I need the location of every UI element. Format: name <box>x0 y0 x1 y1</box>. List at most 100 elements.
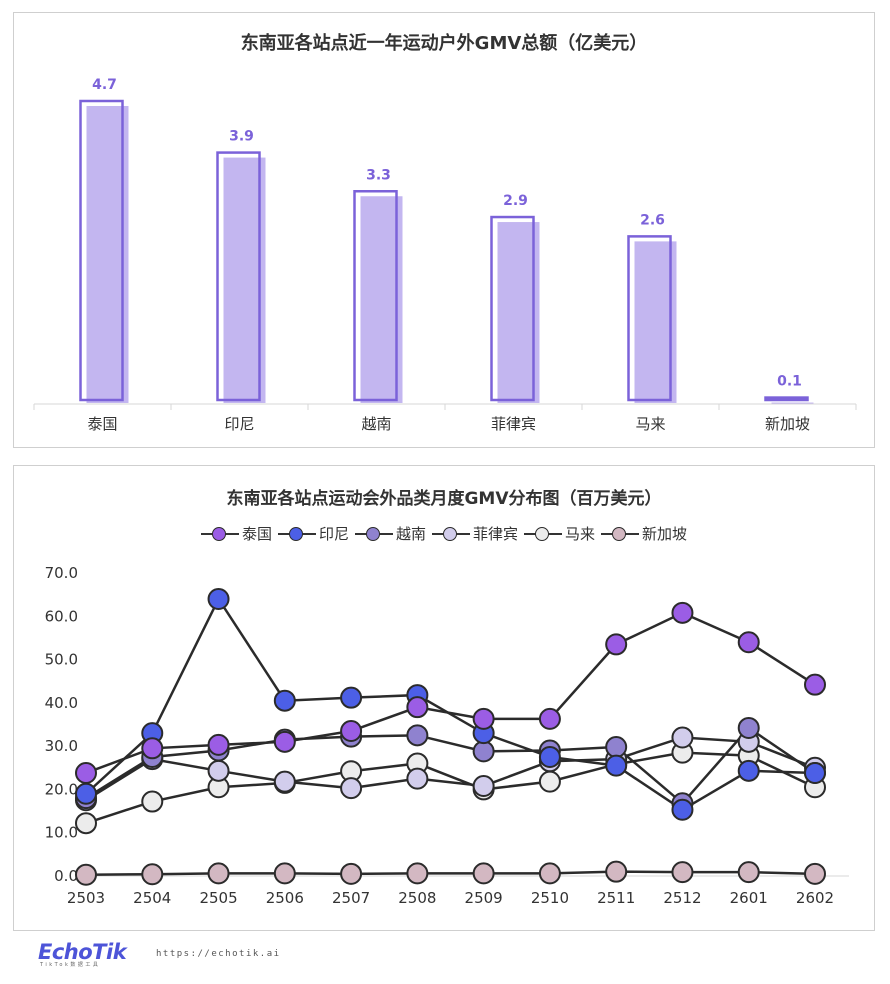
series-line-菲律宾 <box>85 736 816 802</box>
legend-label: 泰国 <box>241 525 272 543</box>
x-tick-label: 2507 <box>332 889 370 907</box>
data-point <box>671 798 694 821</box>
legend-label: 新加坡 <box>642 525 688 543</box>
data-point <box>141 790 164 813</box>
data-point <box>737 759 760 782</box>
legend-marker-icon <box>277 526 316 541</box>
data-point <box>207 862 230 885</box>
bar-value-label: 0.1 <box>777 374 802 390</box>
x-tick-label: 2503 <box>67 889 105 907</box>
bar-outline <box>353 190 398 402</box>
data-point <box>406 696 429 719</box>
data-point <box>538 862 561 885</box>
bar-fill <box>771 402 814 404</box>
data-point <box>207 587 230 610</box>
legend-label: 越南 <box>395 525 426 543</box>
x-tick-label: 菲律宾 <box>491 415 536 433</box>
data-point <box>671 726 694 749</box>
legend-marker-icon <box>601 526 640 541</box>
series-line-越南 <box>85 726 816 806</box>
data-point <box>605 633 628 656</box>
y-tick-label: 10.0 <box>45 824 78 842</box>
bar-value-label: 4.7 <box>92 77 117 93</box>
data-point <box>737 631 760 654</box>
data-point <box>737 861 760 884</box>
x-tick-label: 新加坡 <box>765 415 810 433</box>
x-tick-label: 泰国 <box>87 415 117 433</box>
data-point <box>75 761 97 784</box>
echotik-logo[interactable]: EchoTik <box>38 940 127 964</box>
legend-item[interactable]: 菲律宾 <box>432 523 518 544</box>
data-point <box>605 736 628 759</box>
data-point <box>804 862 826 885</box>
legend-item[interactable]: 泰国 <box>200 523 272 544</box>
data-point <box>671 601 694 624</box>
data-point <box>340 862 363 885</box>
line-chart-title: 东南亚各站点运动会外品类月度GMV分布图（百万美元） <box>226 489 662 509</box>
data-point <box>75 863 97 886</box>
bar-outline <box>490 215 535 402</box>
data-point <box>340 719 363 742</box>
data-point <box>605 754 628 777</box>
data-point <box>472 862 495 885</box>
bar-value-label: 3.9 <box>229 129 254 145</box>
x-tick-label: 2510 <box>531 889 569 907</box>
bar-value-label: 2.9 <box>503 193 528 209</box>
data-point <box>75 782 97 805</box>
x-tick-label: 2505 <box>199 889 237 907</box>
data-point <box>340 686 363 709</box>
data-point <box>207 759 230 782</box>
data-point <box>538 745 561 768</box>
legend-item[interactable]: 新加坡 <box>601 523 687 544</box>
y-tick-label: 20.0 <box>45 780 78 798</box>
x-tick-label: 2601 <box>730 889 768 907</box>
bar-chart-title: 东南亚各站点近一年运动户外GMV总额（亿美元） <box>240 33 648 54</box>
x-tick-label: 印尼 <box>224 415 254 433</box>
legend-label: 菲律宾 <box>473 525 519 543</box>
line-chart-legend: 泰国 印尼 越南 菲律宾 马来 新加坡 <box>14 523 874 544</box>
line-chart-svg: 0.0 10.0 20.0 30.0 40.0 50.0 60.0 70.0 2503 2504 2… <box>45 564 849 907</box>
line-chart-panel: 东南亚各站点运动会外品类月度GMV分布图（百万美元） 泰国 印尼 越南 菲律宾 马来 新加… <box>13 465 875 931</box>
legend-marker-icon <box>524 526 563 541</box>
y-tick-label: 0.0 <box>54 867 78 885</box>
data-point <box>472 707 495 730</box>
x-tick-label: 2506 <box>266 889 304 907</box>
bar-value-label: 2.6 <box>640 212 665 228</box>
data-point <box>75 812 97 835</box>
x-tick-label: 马来 <box>635 415 665 433</box>
data-point <box>340 777 363 800</box>
x-tick-label: 2509 <box>465 889 503 907</box>
legend-marker-icon <box>354 526 393 541</box>
series-line-马来 <box>85 751 816 825</box>
data-point <box>472 774 495 797</box>
y-tick-label: 60.0 <box>45 607 78 625</box>
data-point <box>207 733 230 756</box>
y-tick-label: 30.0 <box>45 737 78 755</box>
x-tick-label: 越南 <box>361 415 391 433</box>
data-point <box>273 730 296 753</box>
legend-item[interactable]: 印尼 <box>277 523 349 544</box>
y-tick-label: 40.0 <box>45 694 78 712</box>
legend-label: 印尼 <box>318 525 349 543</box>
x-tick-label: 2602 <box>796 889 834 907</box>
bar-chart-svg: 4.7 泰国 3.9 印尼 3.3 越南 2.9 菲律宾 2.6 马来 0.1 新加坡 <box>33 77 857 433</box>
data-point <box>141 863 164 886</box>
data-point <box>406 724 429 747</box>
bar-chart-panel: 东南亚各站点近一年运动户外GMV总额（亿美元） 4.7 泰国 3.9 印尼 3.3 越南 2… <box>13 12 875 448</box>
echotik-logo-subtitle: TikTok数据工具 <box>40 962 101 968</box>
x-tick-label: 2511 <box>597 889 635 907</box>
legend-marker-icon <box>200 526 239 541</box>
y-tick-label: 70.0 <box>45 564 78 582</box>
data-point <box>671 861 694 884</box>
bar-outline <box>216 151 261 402</box>
y-tick-label: 50.0 <box>45 651 78 669</box>
series-line-新加坡 <box>85 870 816 876</box>
data-point <box>538 770 561 793</box>
footer-url[interactable]: https://echotik.ai <box>156 949 281 959</box>
data-point <box>737 716 760 739</box>
legend-item[interactable]: 马来 <box>524 523 595 544</box>
data-point <box>273 689 296 712</box>
legend-item[interactable]: 越南 <box>354 523 426 544</box>
data-point <box>141 737 164 760</box>
x-tick-label: 2508 <box>398 889 436 907</box>
